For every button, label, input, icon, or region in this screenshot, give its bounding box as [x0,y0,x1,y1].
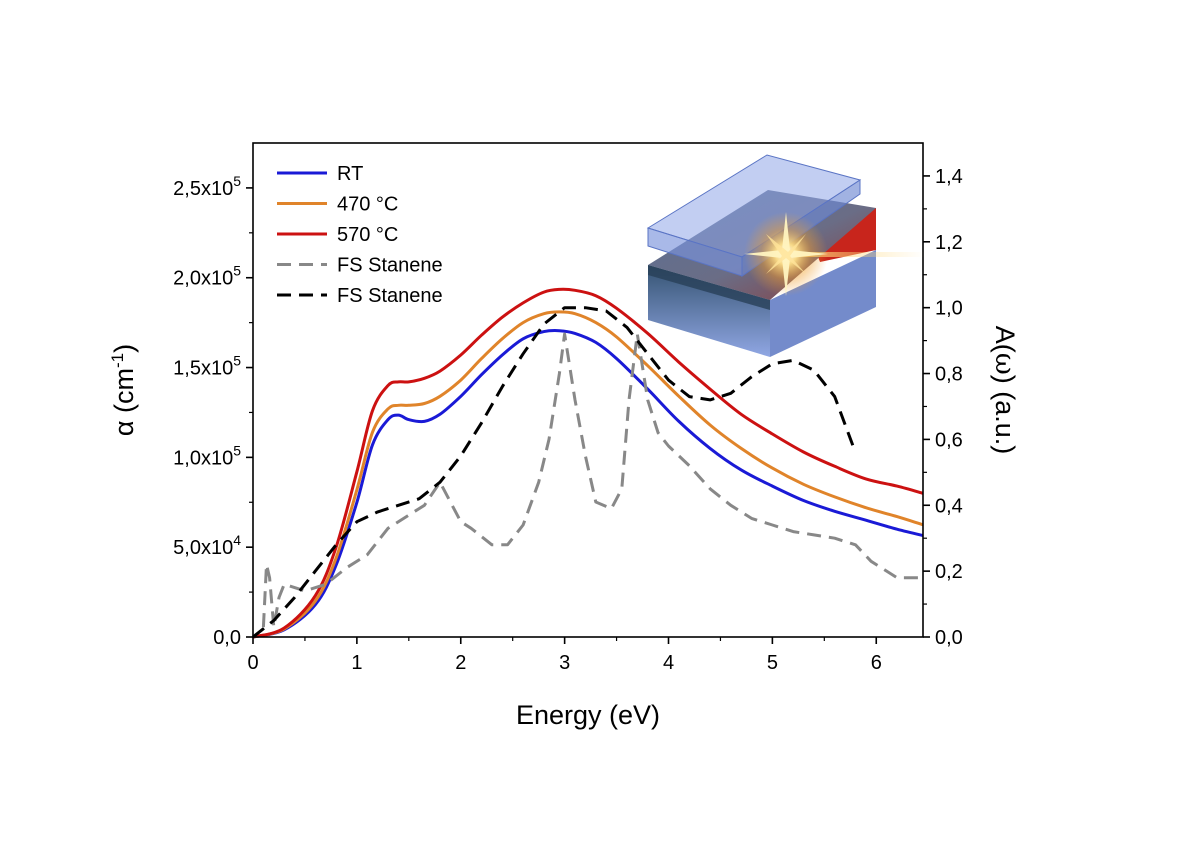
y-axis-right-label: A(ω) (a.u.) [989,326,1020,455]
y-left-tick-label: 1,0x105 [173,442,241,469]
y-left-tick-exponent: 5 [233,263,241,279]
block-right-face [770,250,876,357]
x-tick-label: 6 [871,652,882,674]
y-left-tick-label: 0,0 [213,627,241,649]
light-beam [785,252,925,257]
y-right-tick-label: 0,4 [935,495,963,517]
x-tick-label: 4 [663,652,674,674]
y-right-tick-label: 1,4 [935,166,963,188]
y-left-tick-exponent: 5 [233,173,241,189]
y-axis-left-label: α (cm-1) [108,344,139,436]
legend-label-fs-stanene-gray: FS Stanene [337,255,443,277]
x-tick-label: 5 [767,652,778,674]
y-left-tick-label: 5,0x104 [173,532,241,559]
block-front-face [648,265,770,357]
y-left-label-symbol: α [109,421,139,437]
y-left-tick-exponent: 4 [233,532,241,548]
series-line-570c [252,287,924,639]
y-left-label-unit: (cm [109,368,139,420]
legend: RT 470 °C 570 °C FS Stanene FS Stanene [277,163,443,307]
x-tick-label: 0 [247,652,258,674]
y-right-tick-label: 0,0 [935,627,963,649]
x-axis-label: Energy (eV) [516,700,660,730]
x-tick-label: 2 [455,652,466,674]
y-right-tick-label: 1,0 [935,298,963,320]
y-left-label-exponent: -1 [108,353,127,368]
legend-label-rt: RT [337,163,363,185]
y-left-tick-exponent: 5 [233,442,241,458]
y-right-label-suffix: ) (a.u.) [990,375,1020,455]
plot-frame [252,142,924,638]
series-line-fs-stanene-gray [261,332,923,629]
legend-label-470c: 470 °C [337,194,398,216]
y-left-tick-exponent: 5 [233,353,241,369]
y-left-tick-mantissa: 2,0x10 [173,268,233,290]
y-right-label-symbol: ω [989,353,1020,375]
y-left-label-tail: ) [109,344,139,353]
y-left-tick-mantissa: 1,0x10 [173,447,233,469]
y-right-tick-label: 0,6 [935,429,963,451]
x-tick-label: 3 [559,652,570,674]
y-left-tick-mantissa: 0,0 [213,627,241,649]
y-right-tick-label: 0,8 [935,364,963,386]
y-right-label-prefix: A( [990,326,1020,353]
y-left-tick-mantissa: 2,5x10 [173,178,233,200]
y-left-tick-label: 2,0x105 [173,263,241,290]
y-left-tick-label: 1,5x105 [173,353,241,380]
series-line-rt [252,329,924,639]
y-left-tick-mantissa: 5,0x10 [173,537,233,559]
y-left-tick-mantissa: 1,5x10 [173,358,233,380]
device-illustration [646,154,925,357]
y-axis-right: 0,0 0,2 0,4 0,6 0,8 1,0 1,2 1,4 [923,166,963,649]
light-star-diagonal [766,234,806,274]
y-right-tick-label: 0,2 [935,561,963,583]
series-line-470c [252,310,924,639]
legend-label-fs-stanene-black: FS Stanene [337,285,443,307]
series-line-fs-stanene-black [252,306,857,639]
x-tick-label: 1 [351,652,362,674]
block-top-edge [648,265,770,310]
y-right-tick-label: 1,2 [935,232,963,254]
y-left-tick-label: 2,5x105 [173,173,241,200]
series-layer [252,287,924,639]
x-axis: 0 1 2 3 4 5 6 [247,637,882,674]
legend-label-570c: 570 °C [337,224,398,246]
